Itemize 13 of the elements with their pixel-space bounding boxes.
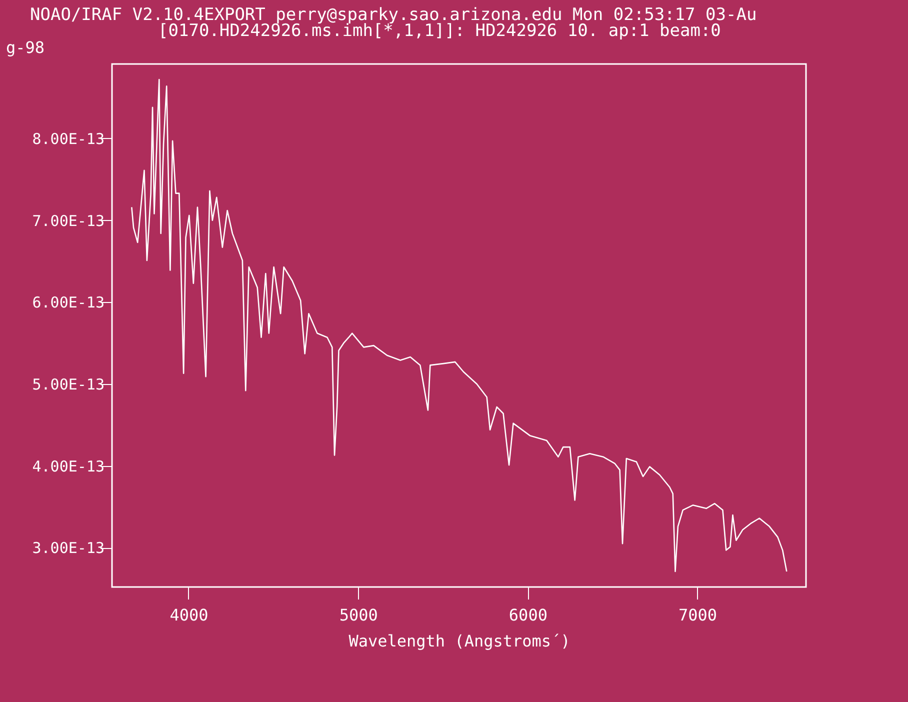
- y-tick-label: 6.00E-13: [32, 294, 104, 312]
- text: g-98: [6, 38, 45, 57]
- x-tick-label: 4000: [170, 606, 208, 624]
- line-series: [131, 78, 788, 572]
- y-tick-label: 5.00E-13: [32, 376, 104, 394]
- x-tick-label: 5000: [339, 606, 378, 624]
- y-tick-label: 4.00E-13: [32, 457, 104, 476]
- x-tick-label: 6000: [508, 606, 548, 624]
- y-tick-label: 7.00E-13: [32, 212, 104, 230]
- x-tick-label: 7000: [678, 606, 718, 624]
- y-tick-label: 3.00E-13: [32, 539, 104, 558]
- y-tick-label: 8.00E-13: [32, 130, 104, 148]
- x-axis-title: Wavelength (Angstroms´): [348, 632, 570, 650]
